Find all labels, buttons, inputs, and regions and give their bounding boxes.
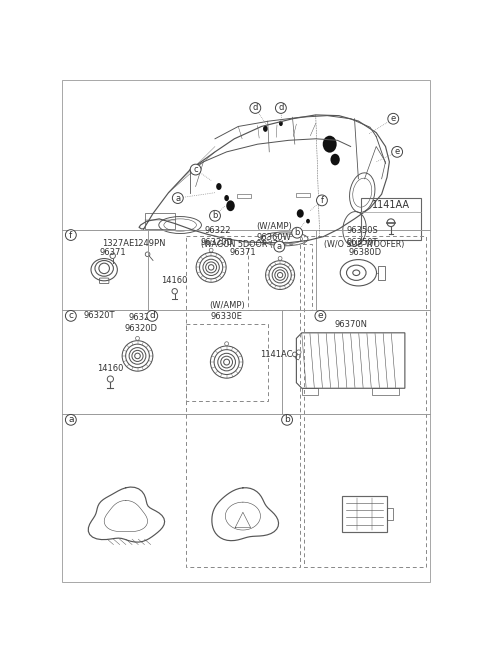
Text: d: d [278,104,284,112]
Circle shape [250,102,261,113]
Ellipse shape [224,195,229,201]
Text: 14160: 14160 [161,276,188,285]
Text: e: e [318,312,323,320]
Text: e: e [391,114,396,123]
Text: b: b [212,211,218,220]
Text: a: a [68,415,73,424]
Text: b: b [294,228,300,237]
Circle shape [315,310,326,321]
Circle shape [276,102,286,113]
Ellipse shape [226,200,235,211]
Text: 96322
96320D: 96322 96320D [125,313,158,333]
Text: f: f [69,230,72,239]
Text: c: c [193,165,198,174]
Ellipse shape [279,121,283,126]
Circle shape [172,193,183,203]
Bar [186,323,268,401]
Circle shape [316,195,327,206]
Bar [237,194,251,198]
Circle shape [292,228,302,238]
Ellipse shape [297,209,304,218]
Ellipse shape [330,154,340,165]
Text: 96371: 96371 [229,248,256,257]
Text: 96370N: 96370N [334,320,367,329]
Text: 96322
96320D: 96322 96320D [201,226,234,247]
Ellipse shape [263,126,268,132]
Bar [372,388,399,395]
Bar [342,495,387,532]
Ellipse shape [323,136,336,153]
Bar [360,198,421,240]
Text: c: c [68,312,73,320]
Circle shape [65,230,76,240]
Circle shape [278,256,282,260]
Bar [304,236,426,567]
Text: (W/AMP)
96330E: (W/AMP) 96330E [209,301,244,321]
Text: d: d [149,312,155,320]
Circle shape [65,310,76,321]
Text: (W/O SUB WOOFER): (W/O SUB WOOFER) [324,239,405,249]
Text: f: f [321,196,324,205]
Circle shape [210,211,220,221]
Circle shape [135,337,139,340]
Text: 1141AA: 1141AA [372,200,410,210]
Bar [387,508,393,520]
Text: 96371: 96371 [99,248,126,257]
Circle shape [274,241,285,252]
Circle shape [225,342,228,346]
Text: b: b [284,415,290,424]
Ellipse shape [306,219,310,224]
Text: 1249PN: 1249PN [133,239,166,248]
Circle shape [147,310,157,321]
Bar [378,266,385,279]
Bar [296,193,311,197]
Text: 96320T: 96320T [83,312,115,320]
Circle shape [388,113,399,124]
Bar [302,388,318,395]
Text: (WAGON 5DOOR (7)): (WAGON 5DOOR (7)) [201,239,285,249]
Circle shape [209,248,213,252]
Circle shape [392,146,403,157]
Text: 1141AC: 1141AC [260,350,292,359]
Text: e: e [395,148,400,156]
Bar [248,244,312,310]
Text: 1327AE: 1327AE [102,239,134,248]
Circle shape [190,164,201,175]
Text: (W/AMP)
96360W: (W/AMP) 96360W [256,222,292,242]
Text: a: a [277,242,282,251]
Text: d: d [252,104,258,112]
Bar [186,236,300,567]
Circle shape [65,415,76,425]
Text: a: a [175,194,180,203]
Circle shape [282,415,292,425]
Ellipse shape [216,183,222,190]
Text: 14160: 14160 [97,364,123,373]
Text: 96350S
96350T: 96350S 96350T [347,226,378,247]
Text: 96380D: 96380D [348,248,381,257]
Bar [145,213,175,229]
